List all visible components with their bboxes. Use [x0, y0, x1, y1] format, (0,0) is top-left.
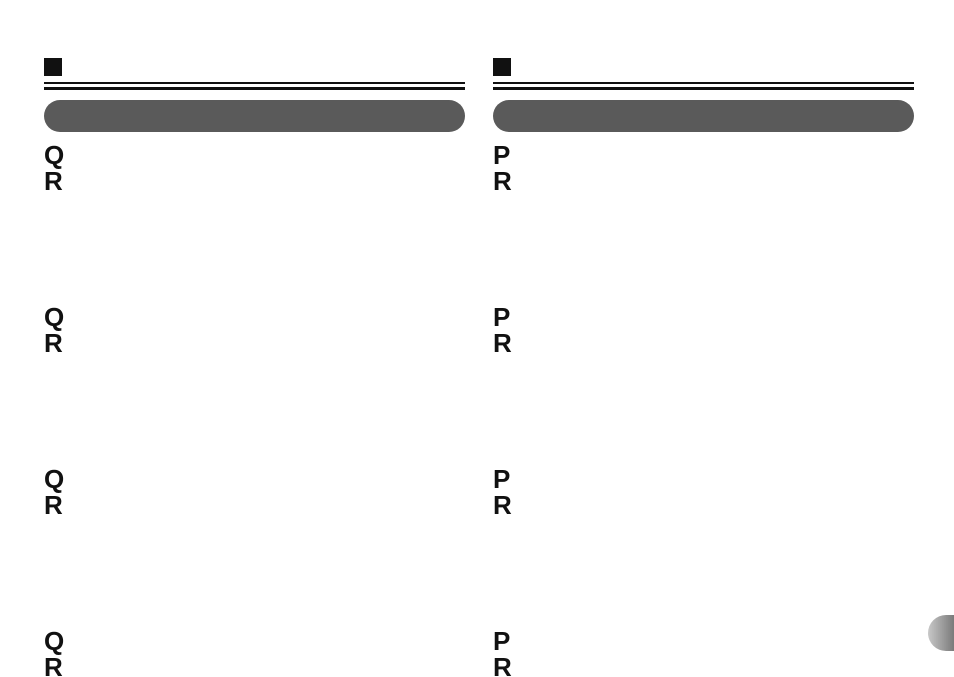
question-label: P [493, 466, 515, 492]
response-label: R [44, 168, 66, 194]
qa-entry: Q R [44, 142, 465, 194]
response-label: R [493, 492, 515, 518]
qa-entry: P R [493, 142, 914, 194]
section-marker-icon [493, 58, 511, 76]
section-marker-icon [44, 58, 62, 76]
right-column: P R P R P R P R [493, 42, 914, 677]
question-label: Q [44, 304, 66, 330]
right-header [493, 42, 914, 78]
question-label: Q [44, 466, 66, 492]
divider-thick [493, 87, 914, 90]
response-label: R [44, 330, 66, 356]
left-column: Q R Q R Q R Q R [44, 42, 465, 677]
response-label: R [493, 168, 515, 194]
question-label: P [493, 142, 515, 168]
response-label: R [493, 330, 515, 356]
question-label: P [493, 304, 515, 330]
page-tab [928, 615, 954, 651]
divider-thin [493, 82, 914, 84]
response-label: R [493, 654, 515, 677]
question-label: P [493, 628, 515, 654]
qa-entry: Q R [44, 628, 465, 677]
divider-thin [44, 82, 465, 84]
question-label: Q [44, 142, 66, 168]
qa-entry: P R [493, 466, 914, 518]
qa-entry: Q R [44, 304, 465, 356]
divider-thick [44, 87, 465, 90]
left-header [44, 42, 465, 78]
left-section-pill [44, 100, 465, 132]
question-label: Q [44, 628, 66, 654]
right-section-pill [493, 100, 914, 132]
qa-entry: P R [493, 628, 914, 677]
response-label: R [44, 654, 66, 677]
response-label: R [44, 492, 66, 518]
qa-entry: P R [493, 304, 914, 356]
qa-entry: Q R [44, 466, 465, 518]
